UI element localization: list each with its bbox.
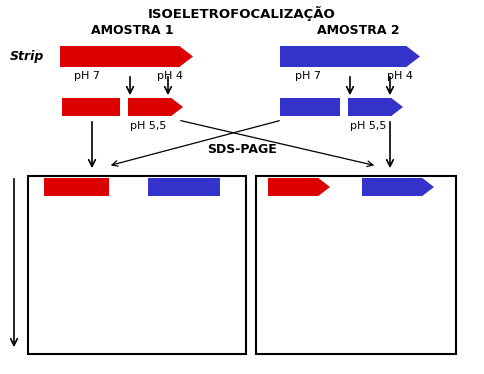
- Text: SDS-PAGE: SDS-PAGE: [207, 142, 277, 156]
- Bar: [28, 176, 246, 354]
- Text: pH 7: pH 7: [74, 71, 100, 81]
- Polygon shape: [268, 178, 330, 196]
- Text: pH 5,5: pH 5,5: [130, 121, 166, 131]
- Text: pH 4: pH 4: [157, 71, 183, 81]
- Text: AMOSTRA 1: AMOSTRA 1: [91, 24, 173, 37]
- Polygon shape: [62, 98, 120, 116]
- Polygon shape: [362, 178, 434, 196]
- Text: Strip: Strip: [10, 49, 45, 62]
- Polygon shape: [60, 46, 193, 67]
- Polygon shape: [280, 98, 340, 116]
- Text: pH 5,5: pH 5,5: [350, 121, 386, 131]
- Polygon shape: [128, 98, 183, 116]
- Text: ISOELETROFOCALIZAÇÃO: ISOELETROFOCALIZAÇÃO: [148, 6, 336, 21]
- Polygon shape: [280, 46, 420, 67]
- Polygon shape: [148, 178, 220, 196]
- Text: AMOSTRA 2: AMOSTRA 2: [317, 24, 399, 37]
- Polygon shape: [348, 98, 403, 116]
- Text: pH 7: pH 7: [295, 71, 321, 81]
- Text: pH 4: pH 4: [387, 71, 413, 81]
- Polygon shape: [44, 178, 109, 196]
- Bar: [256, 176, 456, 354]
